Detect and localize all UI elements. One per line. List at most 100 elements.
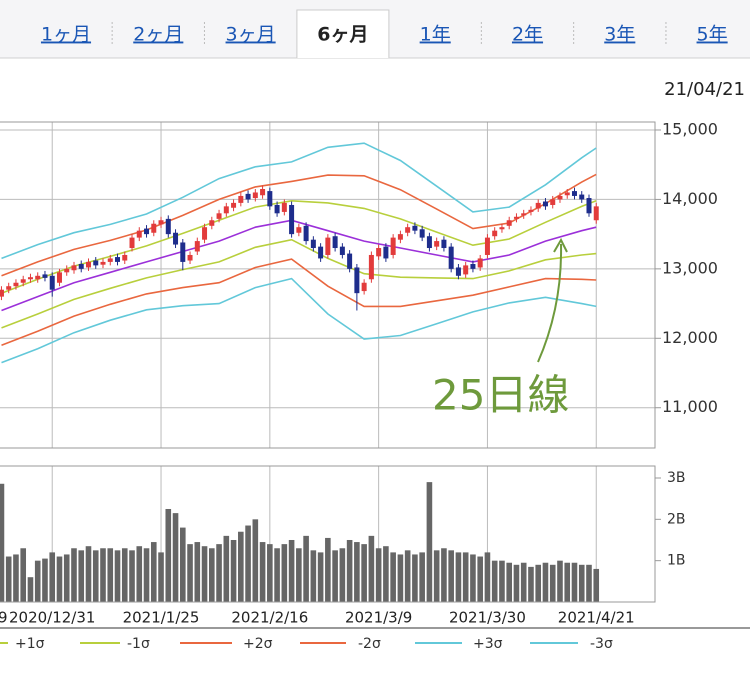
- candle-body: [310, 239, 316, 249]
- volume-bar: [245, 525, 251, 602]
- candle-body: [245, 193, 251, 200]
- candle-body: [187, 254, 193, 261]
- volume-bar: [542, 562, 549, 602]
- candle-body: [405, 227, 411, 233]
- y-tick-label: 11,000: [662, 397, 718, 416]
- y-tick-label: 13,000: [662, 258, 718, 277]
- y-tick-label: 15,000: [662, 119, 718, 138]
- volume-bar: [71, 548, 77, 602]
- candle-body: [477, 258, 483, 268]
- volume-bar: [259, 542, 266, 602]
- candle-body: [448, 246, 454, 269]
- tab[interactable]: 2年: [512, 24, 543, 46]
- volume-bar: [404, 550, 411, 602]
- candle-body: [368, 254, 374, 280]
- volume-bar: [34, 560, 41, 602]
- volume-bar: [107, 548, 114, 602]
- volume-bar: [433, 550, 440, 602]
- candle-body: [27, 277, 33, 280]
- candle-body: [64, 268, 70, 273]
- volume-bar: [179, 527, 186, 602]
- active-tab-bg: [296, 9, 390, 58]
- y-tick-label: 12,000: [662, 328, 718, 347]
- volume-bar: [150, 542, 157, 602]
- volume-bar: [172, 513, 179, 602]
- candle-body: [173, 232, 179, 245]
- candle-body: [231, 202, 237, 208]
- candle-body: [49, 275, 55, 290]
- volume-bar: [477, 556, 483, 602]
- volume-bar: [412, 554, 418, 602]
- tab[interactable]: 5年: [697, 24, 728, 46]
- candle-body: [6, 286, 12, 290]
- candle-body: [397, 234, 403, 240]
- volume-bar: [78, 550, 85, 602]
- volume-bar: [143, 548, 150, 602]
- volume-bar: [158, 552, 164, 602]
- volume-bar: [92, 550, 99, 602]
- candle-body: [412, 225, 418, 231]
- candle-body: [85, 261, 91, 268]
- candle-body: [521, 213, 527, 216]
- volume-bar: [499, 560, 505, 602]
- volume-bar: [354, 542, 360, 602]
- price-panel-frame: [0, 121, 656, 449]
- candle-body: [325, 237, 331, 255]
- candle-body: [129, 237, 135, 249]
- annotation: 25日線: [432, 371, 569, 420]
- tab[interactable]: 3ヶ月: [226, 24, 276, 46]
- volume-tick-label: 3B: [667, 470, 686, 486]
- volume-tick-label: 1B: [667, 553, 686, 569]
- candle-body: [100, 261, 106, 265]
- candle-body: [535, 202, 541, 209]
- volume-bar: [223, 535, 230, 602]
- volume-bar: [506, 562, 513, 602]
- tab[interactable]: 1ヶ月: [41, 24, 91, 46]
- candle-body: [361, 282, 367, 292]
- band-line: [1, 173, 597, 277]
- candle-body: [542, 201, 548, 207]
- legend-label: +3σ: [473, 636, 503, 652]
- volume-bar: [426, 482, 433, 602]
- candle-body: [151, 223, 157, 233]
- candle-body: [303, 225, 309, 242]
- candle-body: [506, 220, 512, 226]
- candle-body: [463, 265, 469, 275]
- volume-bar: [230, 539, 237, 602]
- tab[interactable]: 2ヶ月: [133, 24, 183, 46]
- legend-label: -3σ: [590, 636, 613, 652]
- candle-body: [209, 220, 215, 226]
- band-line: [1, 277, 597, 364]
- candle-body: [390, 237, 396, 255]
- annotation-arrow: [537, 243, 563, 363]
- candle-body: [78, 263, 84, 269]
- band-line: [1, 238, 597, 329]
- candle-body: [550, 199, 556, 205]
- volume-bar: [390, 552, 396, 602]
- volume-bar: [121, 548, 128, 602]
- annotation-arrowhead: [553, 237, 568, 253]
- volume-bar: [578, 564, 585, 602]
- candle-body: [347, 253, 353, 269]
- candle-body: [586, 198, 592, 214]
- volume-bar: [0, 483, 5, 602]
- volume-bar: [20, 548, 27, 602]
- tab[interactable]: 3年: [604, 24, 635, 46]
- candle-body: [296, 227, 302, 233]
- volume-bar: [397, 554, 404, 602]
- candle-body: [484, 237, 490, 255]
- volume-bar: [491, 560, 498, 602]
- candle-body: [107, 258, 113, 262]
- volume-bar: [484, 552, 491, 602]
- candle-body: [332, 236, 338, 249]
- volume-bar: [325, 537, 331, 602]
- x-tick-label: 2021/1/25: [123, 609, 200, 627]
- volume-bar: [288, 539, 295, 602]
- tab[interactable]: 1年: [420, 24, 451, 46]
- candle-body: [56, 272, 62, 283]
- candle-body: [426, 236, 432, 249]
- candle-body: [35, 275, 41, 280]
- volume-bar: [56, 556, 63, 602]
- volume-bar: [194, 542, 201, 602]
- candle-body: [441, 239, 447, 249]
